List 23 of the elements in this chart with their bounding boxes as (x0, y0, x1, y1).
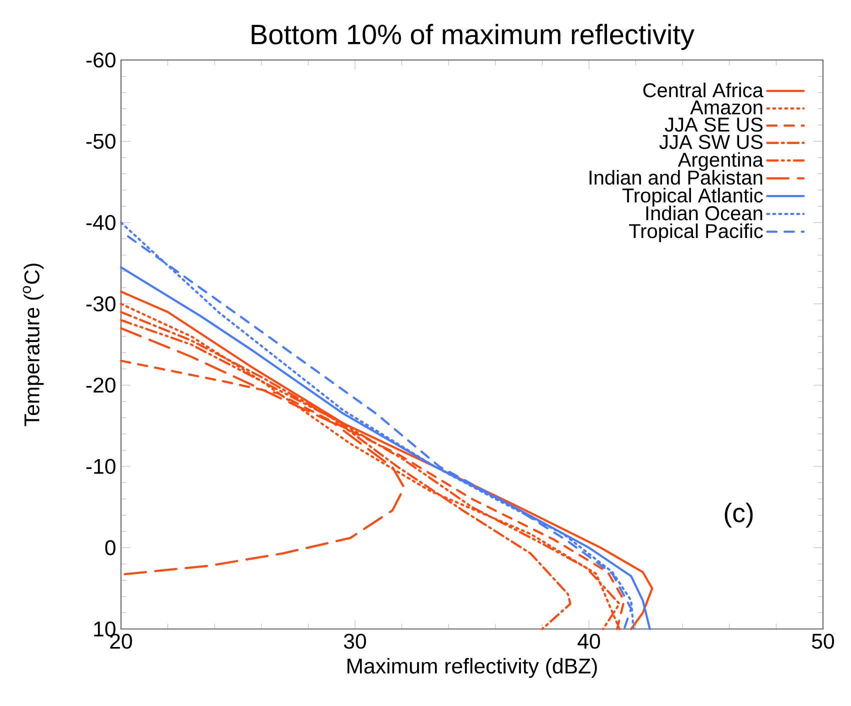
legend-label: JJA SW US (659, 134, 763, 150)
y-tick-label: -60 (86, 52, 116, 68)
y-tick-label: -50 (86, 134, 116, 149)
legend-label: Tropical Pacific (629, 223, 763, 242)
legend-label: Amazon (690, 100, 762, 114)
legend-label: Argentina (678, 152, 764, 171)
x-tick-label: 50 (812, 634, 834, 649)
y-tick-label: -40 (86, 215, 116, 230)
y-tick-label: -20 (86, 378, 116, 393)
y-axis-title: Temperature ($^{o}$C) (22, 264, 44, 426)
annotation: (c) (724, 502, 753, 528)
legend-label: Central Africa (643, 82, 764, 98)
y-tick-label: -30 (86, 296, 116, 312)
x-tick-label: 30 (344, 634, 366, 649)
y-tick-label: -10 (86, 458, 116, 474)
legend-label: Indian and Pakistan (590, 170, 762, 185)
x-axis-title: Maximum reflectivity (dBZ) (348, 658, 597, 678)
chart-title: Bottom 10% of maximum reflectivity (252, 24, 694, 50)
legend-label: Indian Ocean (646, 206, 762, 220)
legend-label: Tropical Atlantic (622, 188, 763, 206)
y-tick-label: 0 (105, 540, 116, 556)
legend-label: JJA SE US (664, 118, 763, 132)
x-tick-label: 40 (578, 634, 600, 649)
